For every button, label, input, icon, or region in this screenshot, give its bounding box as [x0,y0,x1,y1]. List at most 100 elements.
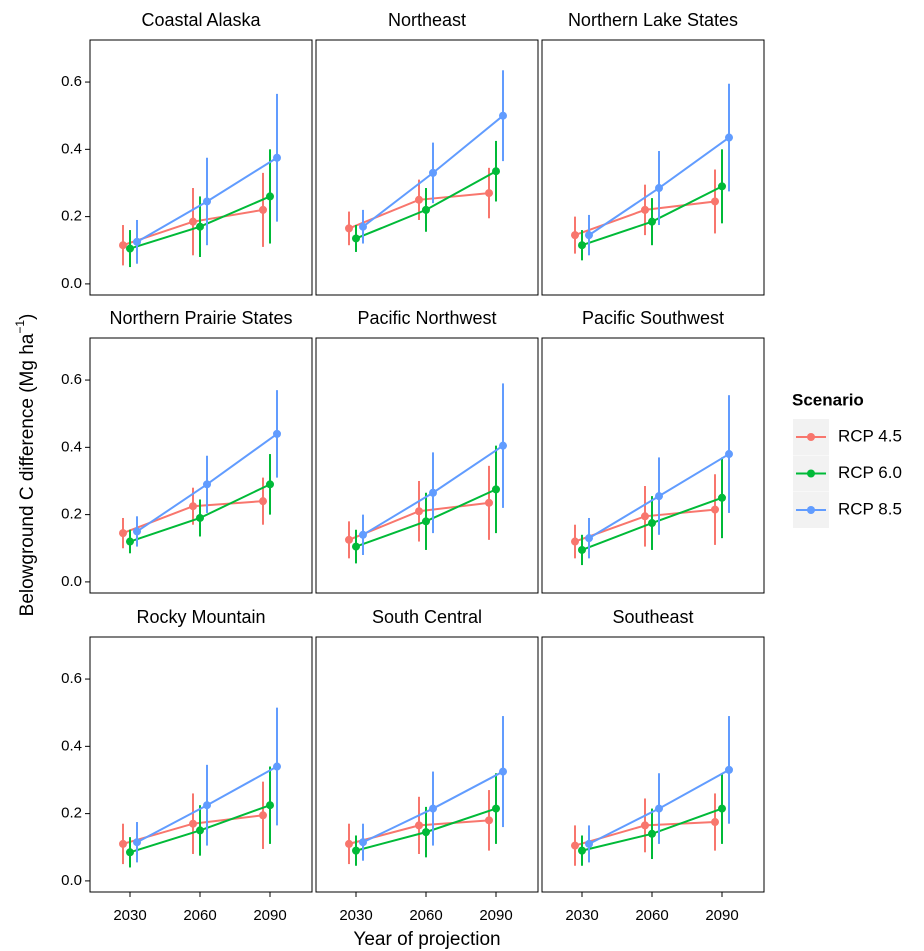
point [571,231,579,240]
point [273,762,281,771]
point [641,512,649,521]
panel-title: Southeast [612,607,693,627]
point [718,804,726,813]
panel [315,337,539,594]
panel [315,39,539,296]
point [189,217,197,226]
legend-point [807,469,815,478]
point [492,167,500,176]
point [485,498,493,507]
point [189,819,197,828]
x-tick-label: 2090 [705,907,738,924]
point [492,804,500,813]
y-label-sup: −1 [13,320,27,334]
y-tick-label: 0.2 [61,208,82,225]
point [655,184,663,193]
point [655,492,663,501]
point [119,529,127,538]
y-tick-label: 0.0 [61,275,82,292]
point [126,537,134,546]
point [499,767,507,776]
point [641,205,649,214]
point [126,244,134,253]
point [585,839,593,848]
point [415,507,423,516]
point [359,530,367,539]
y-tick-label: 0.4 [61,140,82,157]
point [203,480,211,489]
point [259,497,267,506]
point [203,197,211,206]
point [266,801,274,810]
legend-point [807,506,815,514]
point [189,502,197,511]
point [259,811,267,820]
point [718,182,726,191]
point [126,848,134,857]
legend-label: RCP 4.5 [838,426,902,445]
y-tick-label: 0.2 [61,506,82,523]
point [499,441,507,450]
point [711,818,719,827]
y-tick-label: 0.0 [61,872,82,889]
point [429,804,437,813]
y-tick-label: 0.6 [61,73,82,90]
point [648,217,656,226]
point [133,527,141,536]
point [429,488,437,497]
point [273,153,281,162]
panel-title: Northern Lake States [568,10,738,30]
point [259,205,267,214]
point [119,241,127,250]
point [133,237,141,246]
legend-point [807,433,815,441]
y-label-main: Belowground C difference (Mg ha [17,333,38,616]
x-tick-label: 2030 [113,907,146,924]
point [585,231,593,240]
point [359,222,367,231]
point [352,542,360,551]
point [422,517,430,526]
point [655,804,663,813]
point [578,241,586,250]
point [415,821,423,830]
x-tick-label: 2090 [479,907,512,924]
point [718,493,726,502]
point [571,841,579,850]
legend-label: RCP 8.5 [838,499,902,518]
panel-title: Northeast [388,10,466,30]
point [648,519,656,528]
panel [89,337,313,594]
point [499,111,507,120]
point [725,765,733,774]
point [133,838,141,847]
x-tick-label: 2060 [635,907,668,924]
point [345,224,353,233]
point [578,545,586,554]
y-tick-label: 0.2 [61,805,82,822]
point [571,537,579,546]
point [711,505,719,514]
point [266,192,274,201]
point [492,485,500,494]
point [725,133,733,142]
point [119,839,127,848]
panel-title: South Central [372,607,482,627]
point [422,205,430,214]
point [352,234,360,243]
x-tick-label: 2030 [565,907,598,924]
point [345,535,353,544]
y-tick-label: 0.6 [61,670,82,687]
point [352,846,360,855]
point [422,828,430,837]
point [196,513,204,522]
point [359,838,367,847]
panel-title: Pacific Southwest [582,308,724,328]
point [415,195,423,204]
point [196,826,204,835]
y-label-end: ) [17,314,38,320]
y-tick-label: 0.6 [61,371,82,388]
point [266,480,274,489]
point [648,829,656,838]
